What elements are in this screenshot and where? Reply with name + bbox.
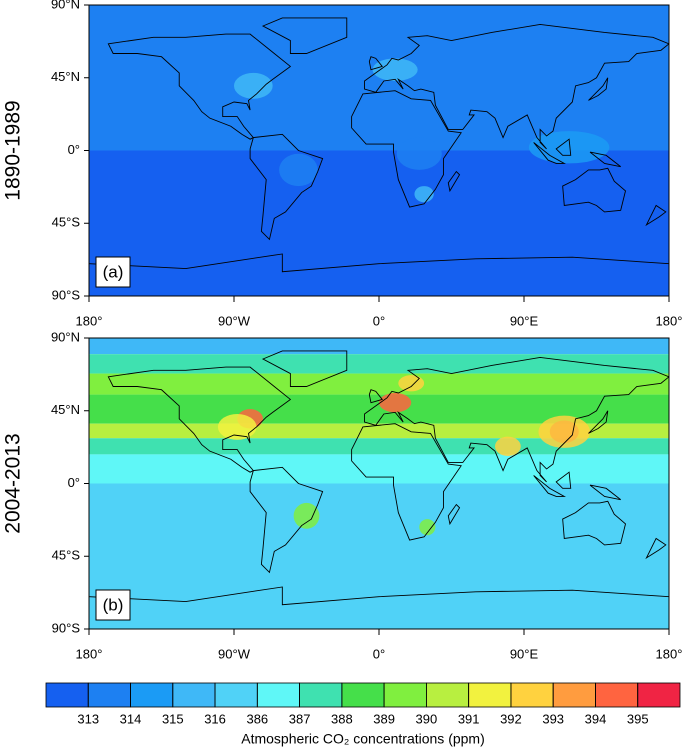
concentration-band [89,394,669,424]
period-label: 2004-2013 [2,433,25,533]
longitude-label: 0° [373,646,385,661]
colorbar-segment [214,682,258,708]
concentration-hotspot [414,186,434,203]
colorbar-segment [510,682,554,708]
colorbar-segment [341,682,385,708]
concentration-hotspot [528,131,610,164]
concentration-hotspot [398,375,425,392]
colorbar-segment [468,682,512,708]
longitude-label: 180° [76,646,103,661]
colorbar-tick-label: 387 [289,711,311,726]
panel-label-box [95,589,131,621]
longitude-label: 90°E [510,646,539,661]
longitude-label: 180° [656,313,683,328]
longitude-label: 180° [656,646,683,661]
colorbar-segment [45,682,89,708]
concentration-band [89,483,669,629]
panel-label-box [95,256,131,288]
latitude-label: 0° [68,142,80,157]
panel-label: (b) [103,595,124,614]
concentration-hotspot [379,392,412,413]
latitude-label: 90°S [52,287,81,302]
colorbar-tick-label: 392 [500,711,522,726]
colorbar-segment [130,682,174,708]
colorbar-tick-label: 394 [585,711,607,726]
concentration-band [89,354,669,374]
colorbar-segment [552,682,596,708]
latitude-label: 90°N [51,0,80,11]
latitude-label: 90°S [52,620,81,635]
colorbar-tick-label: 389 [373,711,395,726]
longitude-label: 90°W [218,313,251,328]
colorbar-segment [383,682,427,708]
concentration-hotspot [396,137,442,170]
concentration-hotspot [217,413,257,440]
colorbar-segment [256,682,301,708]
colorbar-tick-label: 390 [416,711,438,726]
colorbar-tick-label: 393 [542,711,564,726]
latitude-label: 45°N [51,402,80,417]
concentration-band [89,5,669,151]
latitude-label: 90°N [51,329,80,344]
panel-label: (a) [103,262,124,281]
colorbar-segment [425,682,470,708]
longitude-label: 90°E [510,313,539,328]
colorbar-tick-label: 391 [458,711,480,726]
concentration-hotspot [293,502,320,529]
map-panel [89,338,669,629]
concentration-hotspot [279,153,318,187]
latitude-label: 45°S [52,215,81,230]
concentration-band [89,373,669,395]
colorbar-tick-label: 314 [120,711,142,726]
colorbar-title: Atmospheric CO₂ concentrations (ppm) [241,731,485,747]
concentration-hotspot [419,519,436,536]
concentration-band [89,338,669,355]
latitude-label: 45°N [51,69,80,84]
concentration-hotspot [495,436,521,457]
colorbar-segment [172,682,216,708]
colorbar-tick-label: 316 [204,711,226,726]
concentration-band [89,454,669,484]
concentration-hotspot [372,58,418,81]
longitude-label: 180° [76,313,103,328]
latitude-label: 0° [68,475,80,490]
concentration-band [89,150,669,296]
colorbar-tick-label: 386 [246,711,268,726]
colorbar-tick-label: 313 [77,711,99,726]
longitude-label: 90°W [218,646,251,661]
colorbar-segment [637,682,681,708]
concentration-hotspot [538,415,591,448]
colorbar-tick-label: 395 [627,711,649,726]
colorbar-segment [299,682,343,708]
concentration-band [89,438,669,455]
longitude-label: 0° [373,313,385,328]
colorbar-tick-label: 315 [162,711,184,726]
latitude-label: 45°S [52,548,81,563]
period-label: 1890-1989 [2,100,25,200]
colorbar-segment [87,682,131,708]
map-panel [89,5,669,296]
colorbar-tick-label: 388 [331,711,353,726]
colorbar-segment [595,682,639,708]
concentration-hotspot [234,72,273,99]
